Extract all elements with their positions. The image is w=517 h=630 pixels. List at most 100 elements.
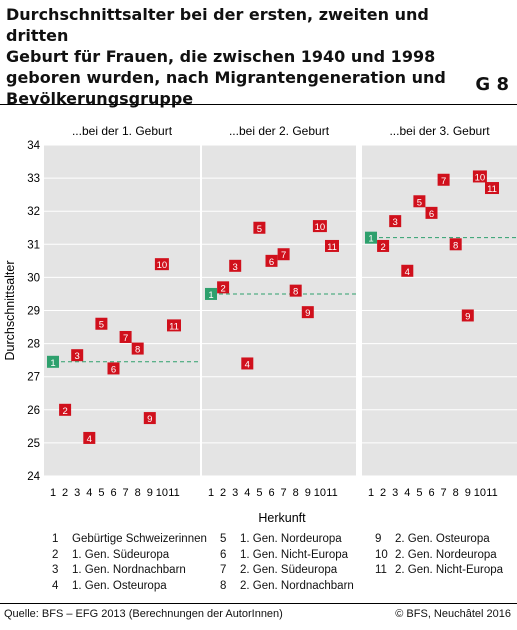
data-point-label: 6: [269, 257, 274, 268]
x-tick-label: 6: [110, 487, 116, 499]
legend-item: 1 Gebürtige Schweizerinnen: [52, 532, 207, 548]
y-tick-label: 33: [27, 173, 40, 185]
legend-item: 10 2. Gen. Nordeuropa: [375, 548, 503, 564]
data-point-label: 9: [465, 311, 470, 322]
data-point: [229, 259, 242, 272]
legend-label: 2. Gen. Osteuropa: [395, 533, 490, 545]
data-point-label: 9: [305, 308, 310, 319]
data-point-label: 10: [157, 260, 168, 271]
data-point-label: 3: [393, 217, 398, 228]
y-tick-label: 34: [27, 140, 40, 152]
data-point: [377, 239, 390, 252]
panel-title: ...bei der 2. Geburt: [229, 124, 330, 138]
legend-label: 2. Gen. Nordnachbarn: [240, 579, 354, 592]
data-point: [365, 231, 377, 244]
legend-label: 2. Gen. Südeuropa: [240, 564, 338, 576]
x-tick-label: 5: [98, 487, 104, 499]
legend-column-3: 9 2. Gen. Osteuropa 10 2. Gen. Nordeuropa 11…: [375, 532, 503, 579]
legend-number: 8: [220, 579, 227, 592]
data-point: [167, 319, 181, 332]
data-point-label: 8: [293, 287, 298, 298]
data-point: [83, 431, 96, 444]
x-tick-label: 6: [428, 487, 434, 499]
data-point: [265, 254, 278, 267]
data-point: [277, 248, 290, 261]
legend-label: 1. Gen. Nicht-Europa: [240, 548, 349, 561]
y-axis-label: Durchschnittsalter: [3, 260, 17, 360]
data-point-label: 11: [487, 184, 497, 195]
x-tick-label: 9: [147, 487, 153, 499]
x-tick-label: 7: [123, 487, 129, 499]
data-point-label: 5: [417, 197, 422, 208]
legend-number: 2: [52, 548, 59, 561]
legend-number: 10: [375, 548, 388, 561]
x-tick-label: 9: [465, 487, 471, 499]
copyright-note: © BFS, Neuchâtel 2016: [395, 608, 511, 620]
scatter-chart: Durchschnittsalter2425262728293031323334…: [3, 124, 517, 525]
y-tick-label: 24: [27, 471, 40, 483]
x-tick-label: 10: [314, 487, 326, 499]
legend-number: 5: [220, 533, 227, 545]
figure-label: G 8: [475, 74, 509, 95]
data-point-label: 4: [405, 267, 410, 278]
data-point: [461, 309, 474, 322]
y-tick-label: 30: [27, 272, 40, 284]
data-point: [325, 239, 339, 252]
data-point-label: 2: [220, 283, 225, 294]
data-point-label: 8: [135, 345, 140, 356]
data-point-label: 2: [380, 242, 385, 253]
data-point: [71, 349, 84, 362]
legend-number: 6: [220, 548, 227, 561]
data-point: [119, 330, 132, 343]
source-note: Quelle: BFS – EFG 2013 (Berechnungen der…: [4, 608, 283, 620]
data-point: [143, 412, 156, 425]
x-tick-label: 4: [244, 487, 250, 499]
x-tick-label: 7: [441, 487, 447, 499]
data-point-label: 5: [99, 320, 104, 331]
legend-column-1: 1 Gebürtige Schweizerinnen 2 1. Gen. Südeur…: [52, 532, 207, 594]
data-point: [472, 170, 487, 183]
legend-item: 7 2. Gen. Südeuropa: [220, 563, 354, 579]
data-point-label: 8: [453, 240, 458, 251]
legend-number: 1: [52, 533, 59, 545]
y-tick-label: 28: [27, 339, 40, 351]
data-point-label: 7: [123, 333, 128, 344]
data-point: [449, 238, 462, 251]
x-tick-label: 3: [74, 487, 80, 499]
data-point: [131, 342, 144, 355]
x-tick-label: 11: [168, 487, 179, 499]
data-point-label: 11: [169, 321, 179, 332]
legend-label: Gebürtige Schweizerinnen: [72, 533, 207, 545]
legend-item: 3 1. Gen. Nordnachbarn: [52, 563, 207, 579]
data-point-label: 3: [75, 351, 80, 362]
legend-number: 7: [220, 564, 227, 576]
data-point-label: 3: [233, 262, 238, 273]
legend-item: 11 2. Gen. Nicht-Europa: [375, 563, 503, 579]
data-point-label: 10: [475, 172, 486, 183]
legend-label: 1. Gen. Südeuropa: [72, 548, 170, 561]
data-point: [485, 182, 499, 195]
data-point-label: 9: [147, 414, 152, 425]
legend-item: 5 1. Gen. Nordeuropa: [220, 532, 354, 548]
legend-label: 2. Gen. Nicht-Europa: [395, 564, 504, 576]
x-tick-label: 9: [305, 487, 311, 499]
panel-title: ...bei der 3. Geburt: [389, 124, 490, 138]
x-tick-label: 10: [156, 487, 168, 499]
x-tick-label: 11: [326, 487, 337, 499]
y-tick-label: 26: [27, 405, 40, 417]
data-point: [425, 206, 438, 219]
data-point: [95, 317, 108, 330]
data-point: [289, 284, 302, 297]
data-point: [312, 220, 327, 233]
legend-label: 1. Gen. Osteuropa: [72, 579, 167, 592]
x-tick-label: 11: [486, 487, 497, 499]
legend-number: 11: [375, 564, 387, 576]
data-point: [437, 173, 450, 186]
data-point-label: 2: [62, 406, 67, 417]
x-tick-label: 8: [293, 487, 299, 499]
data-point: [241, 357, 254, 370]
data-point-label: 10: [315, 222, 326, 233]
y-tick-label: 31: [27, 239, 40, 251]
data-point-label: 1: [50, 358, 55, 369]
legend-column-2: 5 1. Gen. Nordeuropa 6 1. Gen. Nicht-Europa…: [220, 532, 354, 594]
